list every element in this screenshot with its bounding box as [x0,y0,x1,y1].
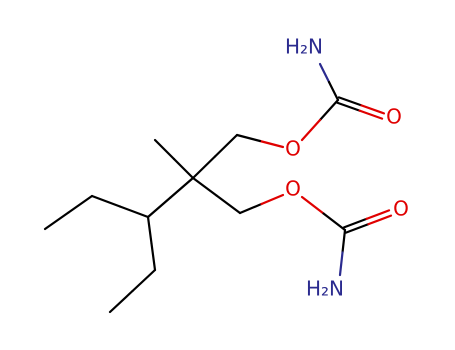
bond [322,212,347,232]
bond [258,139,285,149]
bond [235,133,262,143]
bond [358,109,384,120]
bond [300,195,325,215]
bond [260,193,285,206]
amine-label: H₂N [306,277,344,301]
bonds [43,62,393,314]
bond [131,268,157,293]
bond [67,194,94,214]
bond [365,209,391,220]
bond [153,138,176,161]
bond [150,242,157,272]
bond [118,205,150,219]
oxygen-label: O [285,177,301,201]
bond [342,217,368,229]
bond [238,202,263,215]
bond [337,96,363,107]
bond [327,80,340,102]
bond [338,251,344,277]
bond [108,289,134,314]
bond [341,228,347,254]
bond [146,215,153,245]
oxygen-label: O [386,105,402,129]
bond [172,157,195,180]
bond [360,104,386,115]
bond [318,98,340,122]
bond [318,62,331,84]
bond [215,194,242,215]
oxygen-label: O [285,137,301,161]
bond [169,176,195,199]
amine-label: H₂N [285,35,323,59]
bond [90,194,122,208]
bond [367,214,393,226]
bond [191,155,217,180]
bond [344,223,370,234]
bond [146,196,172,219]
bond [213,133,239,158]
bond [300,118,322,142]
bond [43,211,70,231]
bond [191,176,218,197]
oxygen-label: O [393,197,409,221]
bond [335,101,361,112]
